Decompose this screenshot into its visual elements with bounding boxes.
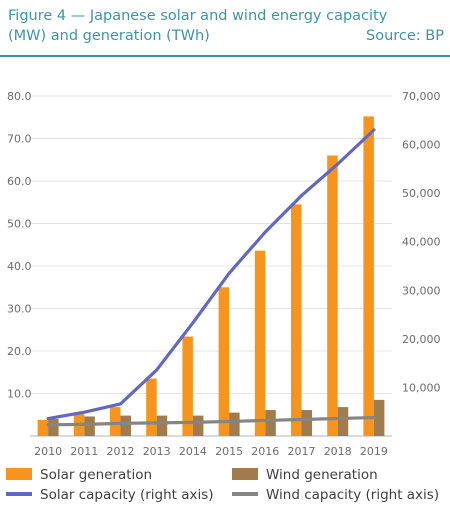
- left-axis-tick: 30.0: [7, 303, 32, 316]
- legend-swatch: [6, 468, 32, 480]
- x-axis-tick: 2012: [107, 445, 135, 458]
- right-axis-tick: 20,000: [402, 333, 441, 346]
- x-axis-tick: 2016: [251, 445, 279, 458]
- title-line-2: (MW) and generation (TWh): [8, 28, 210, 44]
- right-axis-tick: 10,000: [402, 381, 441, 394]
- right-axis-tick: 30,000: [402, 284, 441, 297]
- legend-label: Wind generation: [266, 467, 378, 483]
- left-axis-tick: 40.0: [7, 260, 32, 273]
- title-line-1: Figure 4 — Japanese solar and wind energ…: [8, 8, 388, 24]
- wind-capacity-line: [46, 415, 376, 427]
- left-axis-tick: 50.0: [7, 218, 32, 231]
- wind-generation-bar: [337, 407, 349, 436]
- right-axis-tick: 40,000: [402, 236, 441, 249]
- solar-generation-bar: [110, 407, 121, 436]
- left-axis-tick: 70.0: [7, 133, 32, 146]
- solar-generation-bar: [254, 250, 266, 436]
- solar-generation-bar: [218, 287, 230, 436]
- legend-label: Solar capacity (right axis): [40, 487, 214, 503]
- solar-generation-bar: [37, 419, 49, 436]
- x-axis-tick: 2014: [179, 445, 207, 458]
- wind-generation-bar: [301, 410, 312, 436]
- wind-generation-bar: [192, 415, 204, 436]
- legend-label: Solar generation: [40, 467, 152, 483]
- solar-generation-bar: [146, 378, 157, 436]
- x-axis-tick: 2013: [143, 445, 171, 458]
- left-axis-tick: 20.0: [7, 345, 32, 358]
- left-axis-tick: 80.0: [7, 90, 32, 103]
- legend-label: Wind capacity (right axis): [266, 487, 439, 503]
- wind-generation-bar: [48, 419, 59, 436]
- figure-title: Figure 4 — Japanese solar and wind energ…: [8, 6, 444, 46]
- wind-generation-bar: [229, 412, 240, 436]
- wind-generation-bar: [120, 415, 131, 436]
- right-axis-tick: 70,000: [402, 90, 441, 103]
- wind-generation-bar: [84, 416, 95, 436]
- legend-swatch: [232, 468, 258, 480]
- x-axis-tick: 2019: [360, 445, 388, 458]
- solar-capacity-line: [46, 128, 376, 421]
- wind-generation-bar: [156, 415, 168, 436]
- source-note: Source: BP: [366, 28, 444, 44]
- x-axis-tick: 2010: [34, 445, 62, 458]
- right-axis-tick: 50,000: [402, 187, 441, 200]
- x-axis-tick: 2018: [324, 445, 352, 458]
- solar-generation-bar: [291, 204, 302, 436]
- solar-generation-bar: [327, 155, 338, 436]
- wind-generation-bar: [373, 399, 385, 436]
- title-rule: [0, 55, 450, 57]
- left-axis-tick: 60.0: [7, 175, 32, 188]
- x-axis-tick: 2015: [215, 445, 243, 458]
- x-axis-tick: 2017: [288, 445, 316, 458]
- left-axis-tick: 10.0: [7, 388, 32, 401]
- x-axis-tick: 2011: [70, 445, 98, 458]
- right-axis-tick: 60,000: [402, 139, 441, 152]
- solar-generation-bar: [182, 336, 193, 436]
- solar-generation-bar: [363, 116, 374, 437]
- wind-generation-bar: [265, 410, 276, 436]
